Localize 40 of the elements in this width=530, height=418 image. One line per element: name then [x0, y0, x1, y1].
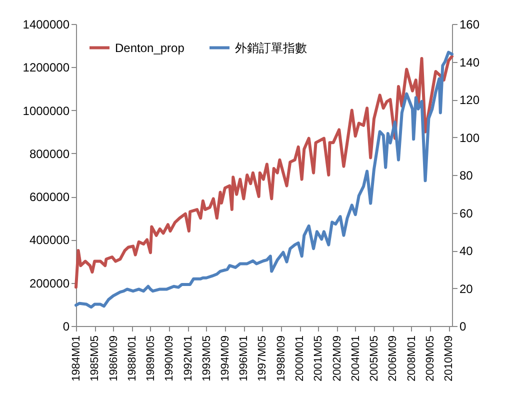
y-tick-label: 1200000 — [22, 60, 70, 75]
x-tick-label: 1998M09 — [275, 336, 288, 382]
y2-tick-label: 100 — [460, 130, 480, 145]
y2-tick-label: 40 — [460, 244, 474, 258]
y-tick-label: 400000 — [29, 233, 70, 248]
x-tick-label: 1984M01 — [70, 336, 82, 382]
y-tick-label: 0 — [62, 320, 70, 334]
y-tick-label: 1000000 — [22, 104, 70, 118]
y-tick-label: 800000 — [29, 146, 70, 161]
y2-tick-label: 60 — [460, 206, 474, 220]
x-tick-label: 1990M09 — [164, 336, 176, 382]
x-tick-label: 2008M01 — [406, 336, 418, 382]
x-tick-label: 2002M09 — [331, 336, 344, 382]
x-tick-label: 2000M01 — [294, 336, 306, 382]
legend-label: 外銷訂單指數 — [235, 40, 307, 55]
x-tick-label: 1988M01 — [126, 336, 138, 382]
x-tick-label: 1985M05 — [89, 336, 102, 382]
x-tick-label: 1994M09 — [220, 336, 232, 382]
y2-tick-label: 160 — [460, 18, 480, 32]
y-tick-label: 600000 — [29, 190, 70, 204]
x-tick-label: 1992M01 — [182, 336, 194, 382]
x-tick-label: 1989M05 — [144, 336, 157, 382]
x-tick-label: 2001M05 — [312, 336, 325, 382]
legend-label: Denton_prop — [115, 40, 185, 55]
y2-tick-label: 20 — [460, 282, 474, 296]
x-tick-label: 2006M09 — [387, 336, 400, 382]
y-tick-label: 1400000 — [22, 18, 70, 32]
x-tick-label: 2005M05 — [368, 336, 380, 382]
y2-tick-label: 140 — [460, 55, 480, 70]
y2-tick-label: 80 — [460, 168, 474, 182]
x-tick-label: 2004M01 — [350, 336, 362, 382]
y2-tick-label: 120 — [460, 93, 480, 107]
x-tick-label: 1993M05 — [200, 336, 213, 382]
y-tick-label: 200000 — [29, 276, 70, 290]
x-tick-label: 1996M01 — [238, 336, 250, 382]
x-tick-label: 2010M09 — [443, 336, 456, 382]
x-tick-label: 2009M05 — [424, 336, 436, 382]
y2-tick-label: 0 — [460, 320, 466, 334]
x-tick-label: 1997M05 — [256, 336, 269, 382]
x-tick-label: 1986M09 — [108, 336, 120, 382]
